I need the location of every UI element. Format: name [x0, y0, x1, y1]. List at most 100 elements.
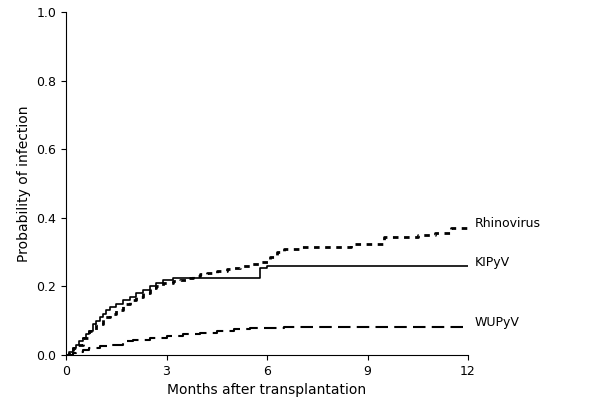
WUPyV	[213, 328, 220, 333]
KIPyV	[139, 287, 146, 292]
WUPyV	[331, 324, 338, 329]
Rhinovirus	[347, 241, 355, 246]
WUPyV	[119, 339, 127, 344]
Rhinovirus	[380, 234, 388, 239]
KIPyV	[187, 275, 194, 280]
KIPyV	[170, 275, 177, 280]
WUPyV	[86, 346, 93, 350]
Rhinovirus	[160, 281, 167, 286]
Text: KIPyV: KIPyV	[475, 256, 510, 269]
Rhinovirus	[62, 353, 70, 357]
KIPyV	[160, 277, 167, 282]
Rhinovirus	[170, 279, 177, 284]
KIPyV	[96, 315, 103, 320]
Rhinovirus	[146, 286, 154, 290]
Rhinovirus	[73, 342, 80, 347]
KIPyV	[62, 353, 70, 357]
Rhinovirus	[267, 255, 274, 260]
WUPyV	[69, 351, 76, 356]
Rhinovirus	[331, 244, 338, 249]
Rhinovirus	[257, 260, 264, 265]
KIPyV	[431, 264, 438, 268]
Text: Rhinovirus: Rhinovirus	[475, 217, 541, 230]
Text: WUPyV: WUPyV	[475, 316, 520, 329]
Rhinovirus	[314, 244, 321, 249]
WUPyV	[179, 332, 187, 337]
KIPyV	[257, 265, 264, 270]
KIPyV	[73, 342, 80, 347]
Rhinovirus	[431, 231, 438, 236]
Rhinovirus	[99, 315, 106, 320]
Rhinovirus	[280, 246, 287, 251]
Rhinovirus	[79, 335, 86, 340]
KIPyV	[146, 284, 154, 289]
KIPyV	[280, 264, 287, 268]
WUPyV	[79, 347, 86, 352]
KIPyV	[89, 322, 97, 326]
KIPyV	[196, 275, 203, 280]
Rhinovirus	[106, 311, 113, 316]
Rhinovirus	[126, 298, 133, 303]
WUPyV	[397, 324, 404, 329]
WUPyV	[163, 334, 170, 339]
Rhinovirus	[364, 241, 371, 246]
Line: WUPyV: WUPyV	[66, 327, 468, 355]
Rhinovirus	[213, 268, 220, 273]
WUPyV	[106, 342, 113, 347]
Rhinovirus	[247, 262, 254, 266]
WUPyV	[280, 324, 287, 329]
Rhinovirus	[230, 265, 237, 270]
Rhinovirus	[448, 226, 455, 231]
KIPyV	[176, 275, 184, 280]
KIPyV	[69, 346, 76, 350]
WUPyV	[364, 324, 371, 329]
WUPyV	[130, 337, 137, 342]
KIPyV	[66, 349, 73, 354]
KIPyV	[247, 275, 254, 280]
KIPyV	[179, 275, 187, 280]
Rhinovirus	[203, 270, 211, 275]
KIPyV	[364, 264, 371, 268]
Rhinovirus	[92, 322, 100, 326]
WUPyV	[464, 324, 472, 329]
WUPyV	[73, 349, 80, 354]
Rhinovirus	[86, 328, 93, 333]
Rhinovirus	[464, 222, 472, 227]
Rhinovirus	[113, 308, 120, 313]
Line: KIPyV: KIPyV	[66, 266, 468, 355]
KIPyV	[263, 264, 271, 268]
Rhinovirus	[397, 234, 404, 239]
KIPyV	[163, 277, 170, 282]
KIPyV	[397, 264, 404, 268]
Rhinovirus	[139, 291, 146, 296]
Rhinovirus	[297, 244, 304, 249]
KIPyV	[106, 304, 113, 309]
Rhinovirus	[183, 275, 190, 280]
Rhinovirus	[119, 301, 127, 306]
KIPyV	[230, 275, 237, 280]
Y-axis label: Probability of infection: Probability of infection	[17, 105, 31, 262]
KIPyV	[103, 308, 110, 313]
X-axis label: Months after transplantation: Months after transplantation	[167, 383, 367, 397]
WUPyV	[247, 326, 254, 330]
WUPyV	[297, 324, 304, 329]
Rhinovirus	[196, 272, 203, 277]
Rhinovirus	[153, 284, 160, 289]
Rhinovirus	[190, 274, 197, 279]
KIPyV	[86, 328, 93, 333]
KIPyV	[213, 275, 220, 280]
Rhinovirus	[414, 233, 421, 237]
WUPyV	[62, 353, 70, 357]
KIPyV	[153, 281, 160, 286]
Rhinovirus	[263, 260, 271, 265]
KIPyV	[119, 298, 127, 303]
KIPyV	[92, 318, 100, 323]
Line: Rhinovirus: Rhinovirus	[66, 225, 468, 355]
KIPyV	[464, 264, 472, 268]
KIPyV	[331, 264, 338, 268]
WUPyV	[263, 325, 271, 330]
KIPyV	[82, 332, 90, 337]
WUPyV	[431, 324, 438, 329]
Rhinovirus	[223, 267, 230, 272]
WUPyV	[66, 353, 73, 357]
